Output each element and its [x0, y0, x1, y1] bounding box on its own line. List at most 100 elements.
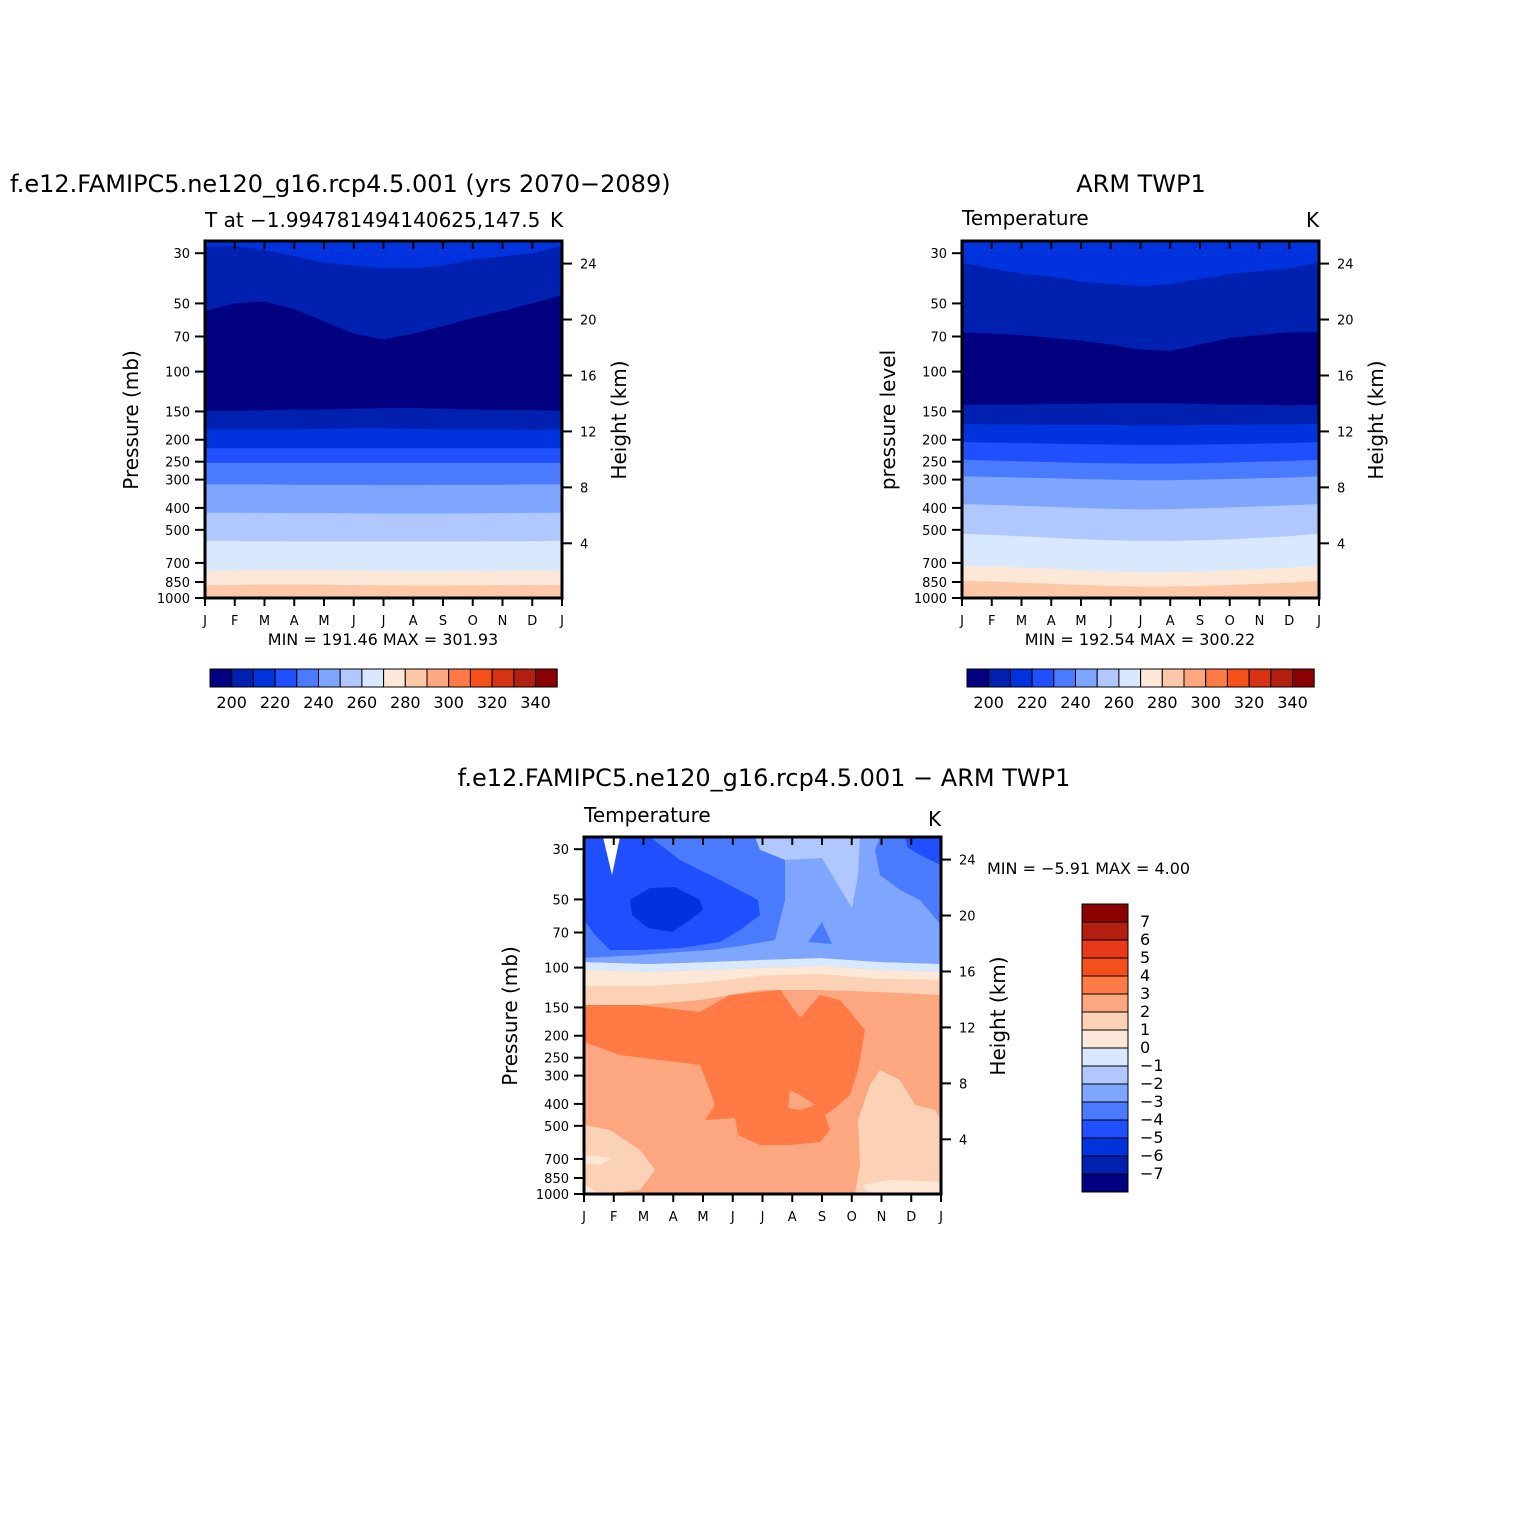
cb1-swatch — [274, 668, 298, 688]
diff-region-plus1-surface — [584, 1125, 655, 1194]
cb1-swatch — [469, 668, 493, 688]
cb2-label: 240 — [1060, 693, 1091, 712]
cb2-label: 300 — [1190, 693, 1221, 712]
cb1-swatch — [252, 668, 276, 688]
p1-band-surface — [205, 584, 562, 598]
p1-x-tick-label: M — [259, 614, 270, 629]
p2-x-tick-label: D — [1284, 614, 1294, 629]
panel2-subtitle-right: K — [1306, 208, 1320, 232]
panel1-contour-fill — [205, 241, 562, 598]
p1-x-tick-label: F — [231, 614, 238, 629]
p1-y2-tick-label: 16 — [580, 369, 597, 384]
cb1-label: 280 — [390, 693, 421, 712]
p2-x-tick-label: M — [1016, 614, 1027, 629]
p1-y-tick-label: 500 — [165, 524, 190, 539]
p1-x-tick-label: A — [409, 614, 418, 629]
p3-y2-tick-label: 20 — [959, 910, 976, 925]
cb1-swatch — [426, 668, 450, 688]
p1-y-tick-label: 300 — [165, 474, 190, 489]
p3-x-tick-label: A — [669, 1210, 678, 1225]
panel1-colorbar: 200 220 240 260 280 300 320 340 — [209, 668, 558, 712]
cb2-swatch — [1205, 668, 1228, 688]
p3-x-tick-label: J — [730, 1210, 735, 1225]
p2-y-tick-label: 250 — [922, 456, 947, 471]
p2-y-tick-label: 30 — [930, 247, 947, 262]
cb3-swatch — [1081, 1011, 1129, 1031]
cb1-swatch — [231, 668, 254, 688]
cb2-swatch — [1140, 668, 1163, 688]
cb3-swatch — [1081, 1101, 1129, 1121]
p3-y-tick-label: 400 — [544, 1098, 569, 1113]
p2-y-tick-label: 150 — [922, 405, 947, 420]
cb3-label: −1 — [1140, 1056, 1164, 1075]
cb3-swatch — [1081, 921, 1129, 941]
cb2-label: 200 — [973, 693, 1004, 712]
panel3-subtitle-right: K — [928, 807, 942, 831]
diff-region-zero-surface-3 — [862, 1180, 941, 1194]
p1-y2-tick-label: 8 — [580, 481, 588, 496]
p1-y-tick-label: 30 — [173, 247, 190, 262]
cb3-label: −2 — [1140, 1074, 1164, 1093]
panel3-contour-fill — [584, 837, 941, 1194]
panel2-colorbar: 200 220 240 260 280 300 320 340 — [966, 668, 1315, 712]
cb2-label: 320 — [1234, 693, 1265, 712]
diff-region-minus5-right — [905, 837, 941, 865]
p1-y2-tick-label: 20 — [580, 314, 597, 329]
cb2-label: 220 — [1017, 693, 1048, 712]
cb1-swatch — [361, 668, 385, 688]
p3-y-tick-label: 200 — [544, 1030, 569, 1045]
p2-x-tick-label: A — [1166, 614, 1175, 629]
p1-y-tick-label: 400 — [165, 502, 190, 517]
p3-x-tick-label: M — [638, 1210, 649, 1225]
cb3-swatch — [1081, 957, 1129, 977]
p1-y2-tick-label: 24 — [580, 258, 597, 273]
diff-region-zero-surface-2 — [584, 1184, 600, 1194]
panel2-ylabel-right: Height (km) — [1364, 360, 1388, 479]
diff-region-minus1-band — [584, 958, 941, 972]
p2-y-tick-label: 850 — [922, 576, 947, 591]
cb1-label: 240 — [303, 693, 334, 712]
p3-y2-tick-label: 4 — [959, 1133, 967, 1148]
cb1-label: 220 — [260, 693, 291, 712]
cb3-label: 6 — [1140, 930, 1150, 949]
cb3-label: −5 — [1140, 1128, 1164, 1147]
cb1-swatch — [339, 668, 363, 688]
panel2-min-max: MIN = 192.54 MAX = 300.22 — [1025, 630, 1255, 649]
p3-y-tick-label: 30 — [552, 843, 569, 858]
p3-y-tick-label: 150 — [544, 1001, 569, 1016]
cb3-label: 2 — [1140, 1002, 1150, 1021]
p2-y-tick-label: 300 — [922, 474, 947, 489]
cb3-swatch — [1081, 993, 1129, 1013]
cb1-swatch — [383, 668, 406, 688]
panel-model-temperature: f.e12.FAMIPC5.ne120_g16.rcp4.5.001 (yrs … — [10, 170, 671, 712]
cb3-label: −3 — [1140, 1092, 1164, 1111]
diff-region-plus1-surface-right — [855, 1070, 941, 1194]
panel-difference: f.e12.FAMIPC5.ne120_g16.rcp4.5.001 − ARM… — [458, 764, 1190, 1225]
cb2-swatch — [966, 668, 990, 688]
cb3-swatch — [1081, 1065, 1129, 1085]
panel3-min-max: MIN = −5.91 MAX = 4.00 — [987, 859, 1190, 878]
p3-x-tick-label: O — [847, 1210, 857, 1225]
p3-y-tick-label: 300 — [544, 1070, 569, 1085]
p2-band-surface — [962, 580, 1319, 598]
diff-region-missing — [603, 837, 620, 875]
diff-region-zero-band — [584, 966, 941, 986]
panel1-ylabel-right: Height (km) — [607, 360, 631, 479]
cb1-label: 200 — [216, 693, 247, 712]
p3-y-tick-label: 1000 — [536, 1188, 569, 1203]
p3-x-tick-label: M — [697, 1210, 708, 1225]
panel1-axes: J F M A M J J A S O N D J 30 50 70 100 150 200 250 300 400 500… — [157, 239, 597, 629]
cb3-swatch — [1081, 1029, 1129, 1049]
p1-x-tick-label: J — [202, 614, 207, 629]
p3-y-tick-label: 700 — [544, 1153, 569, 1168]
diff-region-minus6 — [630, 887, 703, 932]
p3-y-tick-label: 70 — [552, 927, 569, 942]
cb3-label: 1 — [1140, 1020, 1150, 1039]
p2-x-tick-label: J — [1108, 614, 1113, 629]
p2-y2-tick-label: 24 — [1337, 258, 1354, 273]
panel1-min-max: MIN = 191.46 MAX = 301.93 — [268, 630, 498, 649]
p3-y2-tick-label: 16 — [959, 965, 976, 980]
p3-x-tick-label: J — [938, 1210, 943, 1225]
cb1-label: 260 — [347, 693, 378, 712]
panel1-subtitle-right: K — [550, 208, 564, 232]
